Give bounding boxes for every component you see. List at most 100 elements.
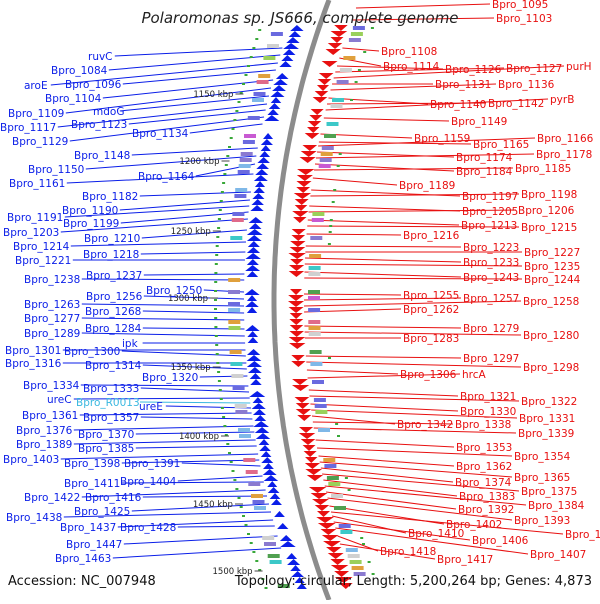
label-connector (64, 205, 250, 218)
label-connector (324, 485, 527, 506)
forward-gene-arrow (246, 235, 262, 241)
forward-gene-arrow (250, 205, 264, 211)
reverse-gene-arrow (305, 469, 323, 475)
label-connector (142, 327, 245, 330)
cog-block (228, 302, 240, 306)
gene-label: Bpro_1140 (430, 99, 486, 111)
reverse-gene-arrow (312, 97, 328, 103)
label-connector (140, 387, 250, 393)
kbp-label: 1200 kbp (179, 157, 219, 167)
reverse-gene-arrow (296, 175, 313, 181)
reverse-gene-arrow (310, 109, 324, 115)
cog-block (228, 326, 241, 330)
forward-gene-arrow (267, 109, 279, 115)
gene-label: Bpro_1159 (414, 133, 470, 145)
gene-label: Bpro_1353 (456, 442, 512, 454)
gene-label: Bpro_1297 (463, 353, 519, 365)
gene-label: Bpro_1425 (74, 506, 130, 518)
forward-gene-arrow (252, 193, 265, 199)
ruler-tick (218, 389, 222, 391)
gene-label: Bpro_1384 (528, 500, 585, 512)
gene-label: Bpro_1142 (488, 98, 544, 110)
feature-dot (357, 69, 361, 71)
forward-gene-arrow (267, 481, 278, 487)
reverse-gene-arrow (291, 355, 305, 361)
cog-block (353, 572, 366, 576)
reverse-gene-arrow (291, 385, 310, 391)
gene-label: Bpro_1136 (498, 79, 555, 91)
gene-label: Bpro_1117 (0, 122, 56, 134)
genome-summary-text: Topology: circular; Length: 5,200,264 bp… (234, 574, 592, 589)
label-connector (304, 308, 402, 313)
ruler-tick (217, 227, 221, 229)
label-connector (307, 219, 460, 226)
forward-gene-arrow (246, 259, 259, 265)
reverse-gene-arrow (298, 433, 316, 439)
gene-label: Bpro_1393 (514, 515, 570, 527)
ruler-tick (224, 434, 228, 436)
ruler-tick (215, 254, 219, 256)
gene-label: Bpro_1403 (3, 454, 59, 466)
forward-gene-arrow (283, 43, 299, 49)
gene-label: Bpro_1103 (496, 13, 552, 25)
forward-gene-arrow (245, 301, 259, 307)
gene-label: Bpro_1301 (5, 345, 61, 357)
label-connector (309, 205, 461, 212)
reverse-gene-arrow (299, 157, 316, 163)
cog-block (230, 236, 243, 240)
ruler-tick (255, 38, 259, 40)
label-connector (336, 65, 444, 70)
label-connector (323, 117, 450, 122)
label-connector (317, 447, 513, 457)
label-connector (304, 325, 462, 329)
label-connector (325, 98, 549, 111)
genome-backbone (271, 0, 332, 601)
reverse-gene-arrow (330, 565, 349, 571)
forward-gene-arrow (279, 61, 292, 67)
feature-dot (370, 27, 374, 29)
gene-label: Bpro_1114 (383, 61, 440, 73)
feature-dot (328, 357, 331, 359)
gene-label: Bpro_1215 (521, 222, 577, 234)
gene-label: Bpro_1437 (60, 522, 116, 534)
forward-gene-arrow (253, 175, 268, 181)
label-connector (121, 459, 260, 464)
label-connector (135, 445, 257, 449)
gene-label: Bpro_1463 (55, 553, 111, 565)
feature-dot (350, 99, 353, 101)
forward-gene-arrow (287, 559, 301, 565)
gene-label: Bpro_1126 (445, 64, 502, 76)
label-connector (311, 409, 518, 419)
feature-dot (362, 543, 365, 545)
feature-dot (336, 165, 340, 167)
label-connector (123, 535, 278, 545)
reverse-gene-arrow (302, 145, 318, 151)
cog-block (324, 134, 336, 138)
gene-label: Bpro_1404 (120, 476, 177, 488)
ruler-tick (226, 443, 230, 445)
reverse-gene-arrow (306, 475, 324, 481)
gene-label: Bpro_1398 (64, 458, 120, 470)
label-connector (189, 123, 263, 134)
kbp-ruler: 1150 kbp 1200 kbp 1250 kbp 1300 kbp 1350 kbp… (168, 29, 268, 589)
gene-label: pyrB (550, 94, 574, 106)
forward-gene-arrow (273, 79, 288, 85)
ruler-tick (237, 101, 241, 103)
reverse-gene-arrow (314, 505, 330, 511)
gene-label: Bpro_1411 (64, 478, 120, 490)
cog-block (312, 212, 325, 216)
cog-block (252, 98, 264, 102)
kbp-label: 1350 kbp (171, 363, 211, 373)
reverse-gene-arrow (305, 457, 318, 463)
reverse-gene-arrow (306, 127, 320, 133)
forward-gene-arrow (250, 379, 262, 385)
gene-label: Bpro_1279 (463, 323, 519, 335)
cog-block (269, 560, 282, 564)
forward-gene-arrow (245, 253, 261, 259)
reverse-gene-arrow (295, 409, 312, 415)
gene-label: Bpro_1095 (492, 0, 548, 11)
reverse-gene-arrow (330, 31, 348, 37)
cog-block (313, 398, 326, 402)
feature-dot (338, 153, 342, 155)
